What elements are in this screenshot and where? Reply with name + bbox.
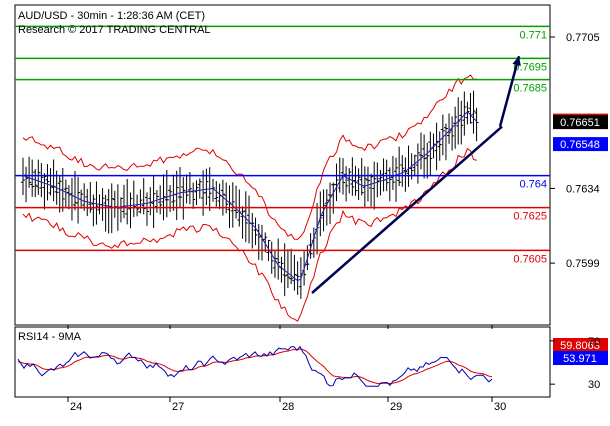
level-layer: 0.771 0.7695 0.7685 0.764 0.7625 0.7605 0.7665…	[15, 25, 608, 294]
level-label: 0.771	[519, 29, 547, 41]
x-tick-label: 30	[494, 401, 506, 413]
level-label: 0.764	[519, 179, 547, 191]
level-label: 0.7625	[513, 211, 547, 223]
price-tag	[553, 137, 608, 152]
rsi-tag-label: 59.8063	[560, 340, 600, 352]
price-tag	[553, 115, 608, 130]
y-tick-label: 0.7705	[566, 32, 600, 44]
price-layer	[21, 74, 479, 322]
rsi-tag	[553, 351, 608, 365]
rsi-panel-frame	[14, 326, 551, 398]
bollinger-upper-band	[22, 74, 477, 240]
chart-subtitle: Research © 2017 TRADING CENTRAL	[18, 24, 211, 36]
price-tag-label: 0.76548	[560, 139, 600, 151]
rsi-line	[17, 345, 493, 387]
x-tick-label: 29	[390, 401, 402, 413]
level-label: 0.7685	[513, 83, 547, 95]
level-label: 0.7605	[513, 253, 547, 265]
target-arrow-shaft	[498, 55, 521, 127]
x-tick-label: 27	[172, 401, 184, 413]
rsi-tag	[553, 338, 608, 352]
rsi-title: RSI14 - 9MA	[18, 331, 82, 343]
moving-average-line	[22, 110, 477, 282]
x-tick-label: 24	[70, 401, 82, 413]
rsi-y-tick-label: 70	[588, 336, 600, 348]
rsi-tag-label: 53.971	[563, 353, 597, 365]
level-label: 0.7695	[513, 61, 547, 73]
target-arrow-head	[512, 56, 521, 67]
rsi-y-tick-label: 30	[588, 379, 600, 391]
chart-title: AUD/USD - 30min - 1:28:36 AM (CET)	[18, 10, 205, 22]
bollinger-lower-band	[22, 147, 477, 322]
price-tag-label: 0.76651	[560, 117, 600, 129]
price-panel-frame	[14, 4, 551, 326]
axis-layer: 24 27 28 29 30 0.7705 0.7634 0.7599 70 30	[67, 32, 600, 413]
x-tick-label: 28	[282, 401, 294, 413]
trendline	[311, 125, 503, 294]
y-tick-label: 0.7634	[566, 183, 600, 195]
y-tick-label: 0.7599	[566, 258, 600, 270]
